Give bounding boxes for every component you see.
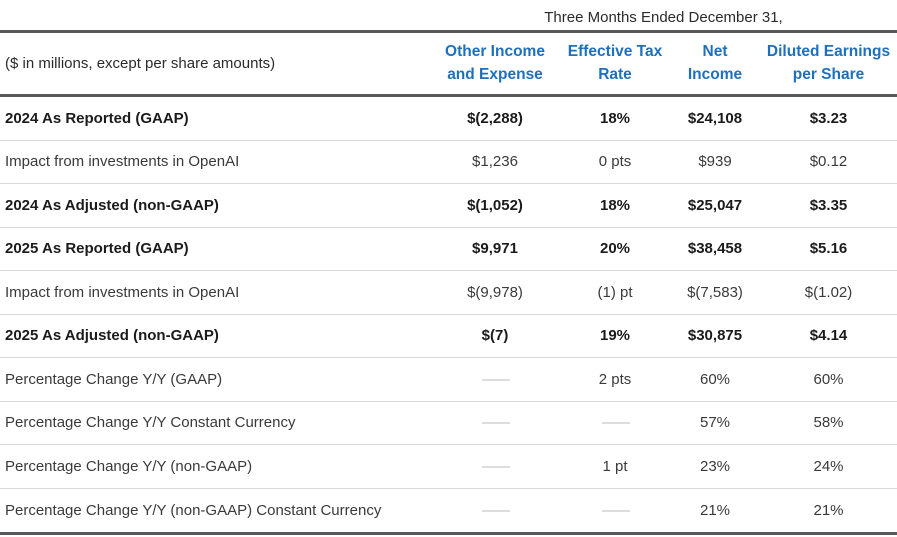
row-label: Percentage Change Y/Y (GAAP) [5, 370, 223, 388]
column-header-row: ($ in millions, except per share amounts… [0, 33, 897, 94]
column-header-net-income: Net Income [670, 41, 760, 86]
table-row: 2025 As Reported (GAAP) $9,971 20% $38,4… [0, 228, 897, 271]
table-row: 2024 As Adjusted (non-GAAP) $(1,052) 18%… [0, 184, 897, 228]
cell-tax-rate: —— [602, 414, 630, 432]
cell-other-income: —— [482, 370, 510, 388]
cell-diluted-eps: 21% [813, 501, 844, 519]
bottom-rule [0, 532, 897, 535]
cell-net-income: $939 [698, 153, 732, 171]
cell-tax-rate: 19% [599, 327, 631, 345]
cell-net-income: $(7,583) [687, 283, 743, 301]
row-label: 2025 As Adjusted (non-GAAP) [5, 327, 219, 345]
cell-diluted-eps: 24% [813, 457, 844, 475]
column-header-line1: Net [702, 43, 728, 61]
row-label: 2025 As Reported (GAAP) [5, 240, 189, 258]
cell-tax-rate: 20% [599, 240, 631, 258]
cell-net-income: $24,108 [687, 109, 743, 127]
column-header-line1: Diluted Earnings [766, 43, 891, 61]
cell-tax-rate: 2 pts [598, 370, 632, 388]
cell-diluted-eps: $4.14 [809, 327, 848, 345]
column-header-line2: Income [687, 65, 743, 83]
table-row: Percentage Change Y/Y (non-GAAP) Constan… [0, 489, 897, 533]
cell-tax-rate: (1) pt [597, 283, 633, 301]
table-row: Percentage Change Y/Y (non-GAAP) —— 1 pt… [0, 445, 897, 489]
column-header-line2: per Share [792, 65, 865, 83]
cell-diluted-eps: $3.23 [809, 109, 848, 127]
table-row: Percentage Change Y/Y Constant Currency … [0, 402, 897, 445]
row-label: Percentage Change Y/Y (non-GAAP) [5, 457, 253, 475]
row-label: 2024 As Reported (GAAP) [5, 109, 189, 127]
cell-other-income: —— [482, 457, 510, 475]
cell-net-income: $38,458 [687, 240, 743, 258]
cell-tax-rate: 18% [599, 109, 631, 127]
table-row: Impact from investments in OpenAI $1,236… [0, 141, 897, 184]
cell-other-income: —— [482, 501, 510, 519]
cell-net-income: 60% [699, 370, 731, 388]
cell-other-income: —— [482, 414, 510, 432]
cell-diluted-eps: 58% [813, 414, 844, 432]
cell-tax-rate: 18% [599, 196, 631, 214]
cell-net-income: 21% [699, 501, 731, 519]
cell-diluted-eps: $0.12 [809, 153, 848, 171]
cell-net-income: 57% [699, 414, 731, 432]
row-label: Impact from investments in OpenAI [5, 283, 240, 301]
top-rule [0, 30, 897, 33]
units-note: ($ in millions, except per share amounts… [5, 55, 276, 72]
cell-diluted-eps: $3.35 [809, 196, 848, 214]
column-header-line1: Other Income [445, 43, 545, 61]
row-label: 2024 As Adjusted (non-GAAP) [5, 196, 219, 214]
cell-tax-rate: 1 pt [602, 457, 628, 475]
column-header-diluted-eps: Diluted Earnings per Share [760, 41, 897, 86]
row-label: Percentage Change Y/Y (non-GAAP) Constan… [5, 501, 382, 519]
period-title: Three Months Ended December 31, [544, 8, 783, 26]
table-body: 2024 As Reported (GAAP) $(2,288) 18% $24… [0, 97, 897, 532]
row-label: Percentage Change Y/Y Constant Currency [5, 414, 296, 432]
column-header-effective-tax-rate: Effective Tax Rate [560, 41, 670, 86]
cell-tax-rate: 0 pts [598, 153, 632, 171]
cell-other-income: $(2,288) [467, 109, 523, 127]
cell-net-income: $25,047 [687, 196, 743, 214]
table-period-header: Three Months Ended December 31, [0, 0, 897, 30]
column-header-line2: and Expense [447, 65, 543, 83]
table-row: 2024 As Reported (GAAP) $(2,288) 18% $24… [0, 97, 897, 141]
cell-diluted-eps: $5.16 [809, 240, 848, 258]
cell-other-income: $(1,052) [467, 196, 523, 214]
cell-net-income: $30,875 [687, 327, 743, 345]
column-header-line2: Rate [598, 65, 632, 83]
cell-net-income: 23% [699, 457, 731, 475]
cell-diluted-eps: $(1.02) [804, 283, 853, 301]
table-row: 2025 As Adjusted (non-GAAP) $(7) 19% $30… [0, 315, 897, 358]
cell-other-income: $(7) [481, 327, 509, 345]
cell-other-income: $1,236 [472, 153, 518, 171]
table-row: Percentage Change Y/Y (GAAP) —— 2 pts 60… [0, 358, 897, 402]
column-header-line1: Effective Tax [567, 43, 663, 61]
header-rule [0, 94, 897, 97]
cell-tax-rate: —— [602, 501, 630, 519]
cell-other-income: $(9,978) [467, 283, 523, 301]
column-header-other-income: Other Income and Expense [430, 41, 560, 86]
cell-other-income: $9,971 [472, 240, 518, 258]
table-row: Impact from investments in OpenAI $(9,97… [0, 271, 897, 315]
row-label: Impact from investments in OpenAI [5, 153, 240, 171]
cell-diluted-eps: 60% [813, 370, 844, 388]
